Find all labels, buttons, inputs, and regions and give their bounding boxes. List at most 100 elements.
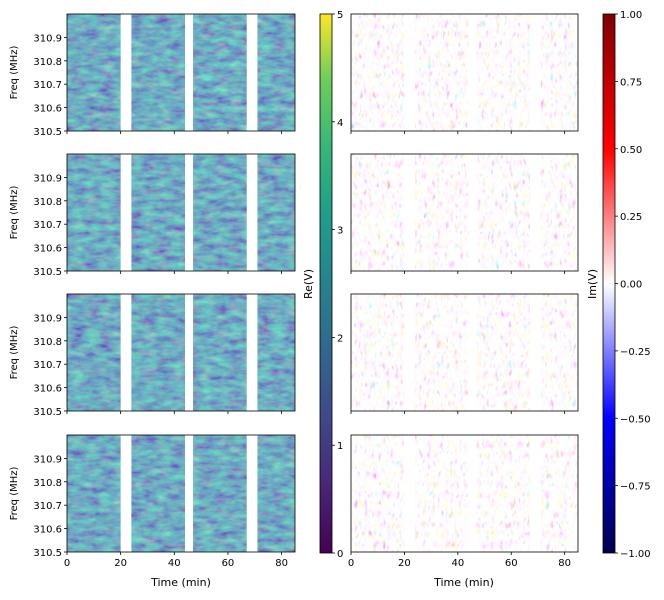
- right-panel-2-heatmap: [351, 154, 578, 271]
- left-panel-3: 310.5 310.6 310.7 310.8 310.9 Freq (MHz): [9, 293, 296, 418]
- left-panel-3-gap-3: [246, 294, 258, 411]
- colorbar-tick-label: 5: [337, 10, 343, 21]
- right-panel-4-gap-1: [404, 435, 416, 552]
- x-tick-label: 20: [114, 558, 127, 569]
- colorbar-tick-label: −0.75: [620, 482, 651, 493]
- colorbar-tick-label: −1.00: [620, 549, 651, 560]
- left-panel-1: 310.5 310.6 310.7 310.8 310.9 Freq (MHz): [9, 13, 296, 138]
- left-x-axis-label: Time (min): [150, 576, 211, 589]
- y-tick-label: 310.6: [33, 244, 62, 255]
- y-tick-label: 310.7: [33, 360, 62, 371]
- right-panel-1-heatmap: [351, 14, 578, 131]
- y-tick-label: 310.5: [33, 407, 62, 418]
- x-tick-label: 40: [168, 558, 181, 569]
- re-colorbar-gradient: [319, 13, 333, 554]
- right-panel-3-gap-2: [468, 294, 477, 411]
- left-panel-3-heatmap: [67, 294, 295, 411]
- left-panel-1-frame: [66, 13, 296, 132]
- right-panel-1-gap-1: [404, 14, 416, 131]
- im-colorbar-label: Im(V): [586, 269, 599, 299]
- right-panel-3-gap-3: [529, 294, 541, 411]
- colorbar-tick-label: 2: [337, 333, 343, 344]
- right-panel-4-gap-2: [468, 435, 477, 552]
- colorbar-tick-label: 1: [337, 441, 343, 452]
- colorbar-tick-label: −0.50: [620, 414, 651, 425]
- y-axis-label: Freq (MHz): [9, 186, 20, 240]
- x-tick-label: 40: [451, 558, 464, 569]
- colorbar-tick-label: 0.25: [620, 212, 642, 223]
- left-panel-4-gap-2: [185, 435, 194, 552]
- left-panel-1-gap-1: [120, 14, 132, 131]
- im-colorbar-ticks: 1.00 0.75 0.50 0.25 0.00 −0.25 −0.50 −0.75 −1.00: [615, 10, 651, 560]
- y-tick-label: 310.5: [33, 548, 62, 559]
- y-tick-label: 310.6: [33, 384, 62, 395]
- y-tick-label: 310.9: [33, 313, 62, 324]
- left-panel-4-gap-3: [246, 435, 258, 552]
- right-panel-4: 0 20 40 60 80: [348, 434, 579, 569]
- right-panel-3: [350, 293, 579, 414]
- left-panel-1-heatmap: [67, 14, 295, 131]
- y-tick-label: 310.6: [33, 525, 62, 536]
- re-colorbar-ticks: 0 1 2 3 4 5: [332, 10, 343, 560]
- left-panel-4-heatmap: [67, 435, 295, 552]
- y-tick-label: 310.6: [33, 104, 62, 115]
- y-tick-label: 310.9: [33, 173, 62, 184]
- colorbar-tick-label: 1.00: [620, 10, 642, 21]
- colorbar-tick-label: 0.00: [620, 280, 642, 291]
- left-panel-2-gap-2: [185, 154, 194, 271]
- right-panel-1: [350, 13, 579, 134]
- right-panel-3-frame: [350, 293, 579, 412]
- right-panel-1-gap-2: [468, 14, 477, 131]
- left-panel-3-gap-2: [185, 294, 194, 411]
- right-panel-3-heatmap: [351, 294, 578, 411]
- im-colorbar-gradient: [602, 13, 616, 554]
- right-panel-3-gap-1: [404, 294, 416, 411]
- y-tick-label: 310.9: [33, 33, 62, 44]
- colorbar-tick-label: 0.50: [620, 145, 642, 156]
- y-tick-label: 310.7: [33, 80, 62, 91]
- colorbar-tick-label: 3: [337, 226, 343, 237]
- im-colorbar: 1.00 0.75 0.50 0.25 0.00 −0.25 −0.50 −0.75 −1.00…: [586, 10, 651, 560]
- x-tick-label: 0: [348, 558, 354, 569]
- y-tick-label: 310.8: [33, 57, 62, 68]
- right-column-panels: 0 20 40 60 80: [348, 13, 579, 569]
- x-tick-label: 80: [275, 558, 288, 569]
- left-panel-2-gap-1: [120, 154, 132, 271]
- left-panel-3-gap-1: [120, 294, 132, 411]
- right-panel-2-frame: [350, 153, 579, 272]
- left-panel-3-frame: [66, 293, 296, 412]
- left-panel-1-gap-2: [185, 14, 194, 131]
- y-tick-label: 310.9: [33, 454, 62, 465]
- left-panel-2-frame: [66, 153, 296, 272]
- y-tick-label: 310.5: [33, 127, 62, 138]
- left-panel-4: 310.5 310.6 310.7 310.8 310.9 Freq (MHz) 0 20 40…: [9, 434, 296, 569]
- x-tick-label: 80: [558, 558, 571, 569]
- right-x-axis-label: Time (min): [433, 576, 494, 589]
- left-panel-2: 310.5 310.6 310.7 310.8 310.9 Freq (MHz): [9, 153, 296, 278]
- right-panel-1-frame: [350, 13, 579, 132]
- re-colorbar: 0 1 2 3 4 5 Re(V): [302, 10, 343, 560]
- y-tick-label: 310.7: [33, 501, 62, 512]
- right-panel-4-gap-3: [529, 435, 541, 552]
- right-panel-2-gap-3: [529, 154, 541, 271]
- left-panel-2-gap-3: [246, 154, 258, 271]
- re-colorbar-label: Re(V): [302, 269, 315, 299]
- colorbar-tick-label: 0: [337, 549, 343, 560]
- colorbar-tick-label: −0.25: [620, 347, 651, 358]
- right-panel-2-gap-2: [468, 154, 477, 271]
- x-tick-label: 60: [505, 558, 518, 569]
- x-tick-label: 60: [222, 558, 235, 569]
- y-tick-label: 310.8: [33, 337, 62, 348]
- left-panel-4-gap-1: [120, 435, 132, 552]
- x-tick-label: 20: [398, 558, 411, 569]
- colorbar-tick-label: 0.75: [620, 77, 642, 88]
- right-panel-4-frame: [350, 434, 579, 553]
- left-panel-2-heatmap: [67, 154, 295, 271]
- x-tick-label: 0: [64, 558, 70, 569]
- left-panel-4-frame: [66, 434, 296, 553]
- colorbar-tick-label: 4: [337, 118, 343, 129]
- left-panel-1-gap-3: [246, 14, 258, 131]
- y-axis-label: Freq (MHz): [9, 46, 20, 100]
